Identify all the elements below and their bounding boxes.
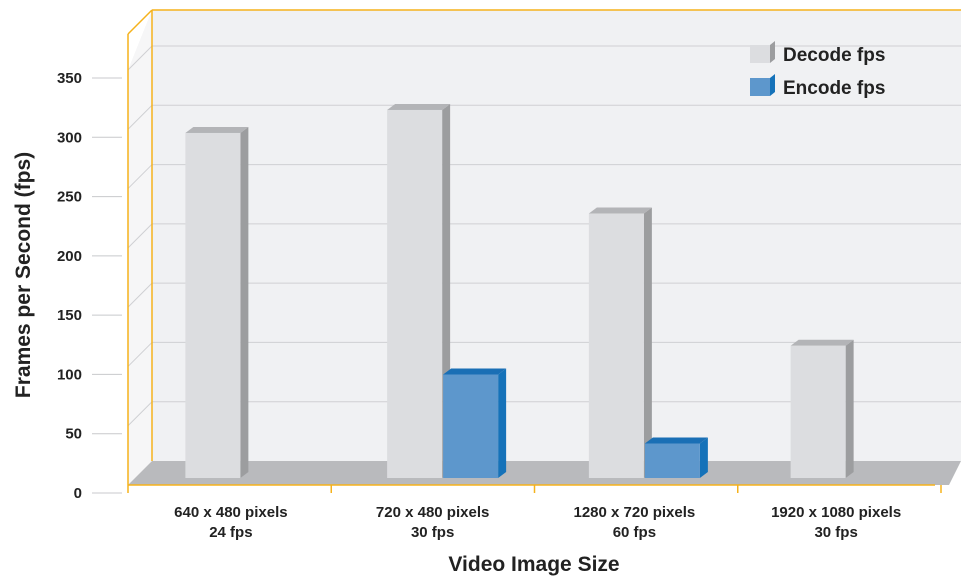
y-tick-label: 250 [57,189,82,206]
floor [128,461,961,485]
gridline-side [127,223,153,249]
x-tick-label: 640 x 480 pixels [174,504,287,521]
x-axis-title: Video Image Size [448,553,619,576]
bar-side [240,126,249,478]
legend-label-decode: Decode fps [783,45,885,66]
frame-top-diagonal [127,9,153,35]
gridline-side [127,45,153,71]
bar-top [790,339,854,346]
x-tick-sublabel: 24 fps [209,524,252,541]
chart-walls [128,10,961,485]
bar-side [643,207,652,478]
bar-top [387,103,451,110]
gridline-side [127,282,153,308]
bar-top [185,126,249,133]
legend: Decode fps Encode fps [750,41,885,99]
y-tick-label: 350 [57,70,82,87]
bar-top [443,368,507,375]
y-axis: 0 50 100 150 200 250 300 350 [57,70,122,502]
x-tick-sublabel: 60 fps [613,524,656,541]
gridlines [127,45,961,427]
side-wall [128,10,152,485]
legend-label-encode: Encode fps [783,78,885,99]
gridline-side [127,401,153,427]
legend-swatch-decode-side [770,41,775,63]
y-tick-label: 50 [65,426,82,443]
y-axis-title: Frames per Second (fps) [12,152,35,398]
x-tick-label: 1280 x 720 pixels [573,504,695,521]
y-tick-label: 150 [57,307,82,324]
bar-decode [588,213,644,478]
x-tick-label: 720 x 480 pixels [376,504,489,521]
bar-decode [387,109,443,478]
bar-encode [644,443,700,478]
x-tick-label: 1920 x 1080 pixels [771,504,901,521]
bar-side [845,339,854,478]
y-tick-label: 100 [57,366,82,383]
bar-top [644,437,708,444]
y-tick-label: 300 [57,129,82,146]
bar-encode [443,374,499,478]
bar-side [498,368,507,478]
bar-top [588,207,652,214]
bar-side [699,437,708,478]
gridline-side [127,104,153,130]
y-tick-label: 200 [57,248,82,265]
chart-frame [127,9,961,486]
bars [185,103,854,478]
legend-swatch-encode [750,78,770,96]
bar-decode [790,345,846,478]
gridline-side [127,342,153,367]
bar-decode [185,132,241,478]
x-tick-sublabel: 30 fps [814,524,857,541]
y-tick-label: 0 [74,485,82,502]
gridline-side [127,164,153,189]
legend-swatch-decode [750,45,770,63]
x-axis: 640 x 480 pixels 24 fps 720 x 480 pixels 30… [127,485,942,541]
legend-swatch-encode-side [770,74,775,96]
x-tick-sublabel: 30 fps [411,524,454,541]
